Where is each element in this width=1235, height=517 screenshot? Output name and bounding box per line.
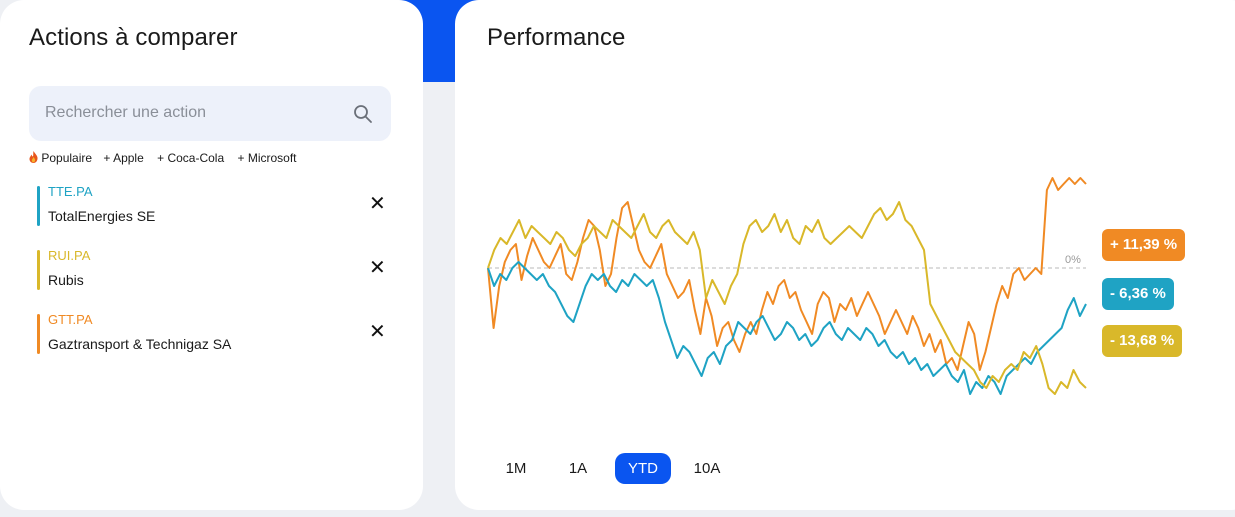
compare-title: Actions à comparer xyxy=(29,24,238,51)
series-color-bar xyxy=(37,250,40,290)
stock-ticker: GTT.PA xyxy=(48,312,93,327)
search-placeholder: Rechercher une action xyxy=(45,104,206,121)
series-color-bar xyxy=(37,314,40,354)
stock-ticker: TTE.PA xyxy=(48,184,93,199)
popular-label: Populaire xyxy=(41,151,93,165)
performance-title: Performance xyxy=(487,24,626,51)
close-icon[interactable]: ✕ xyxy=(369,193,386,215)
suggestions-row: Populaire + Apple + Coca-Cola + Microsof… xyxy=(29,151,307,165)
stock-name: Gaztransport & Technigaz SA xyxy=(48,336,232,352)
range-button-ytd[interactable]: YTD xyxy=(615,453,671,484)
close-icon[interactable]: ✕ xyxy=(369,321,386,343)
stock-name: TotalEnergies SE xyxy=(48,208,156,224)
compare-panel: Actions à comparer Rechercher une action… xyxy=(0,0,423,510)
stock-item-tte[interactable]: TTE.PA TotalEnergies SE ✕ xyxy=(37,184,397,228)
range-button-1a[interactable]: 1A xyxy=(568,460,588,477)
stock-item-gtt[interactable]: GTT.PA Gaztransport & Technigaz SA ✕ xyxy=(37,312,397,356)
stock-ticker: RUI.PA xyxy=(48,248,91,263)
range-button-1m[interactable]: 1M xyxy=(505,460,527,477)
performance-panel: Performance xyxy=(455,0,1235,510)
stock-item-rui[interactable]: RUI.PA Rubis ✕ xyxy=(37,248,397,292)
flame-icon xyxy=(29,151,38,165)
suggestion-apple[interactable]: + Apple xyxy=(103,151,144,165)
stock-name: Rubis xyxy=(48,272,84,288)
series-color-bar xyxy=(37,186,40,226)
suggestion-coca-cola[interactable]: + Coca-Cola xyxy=(157,151,225,165)
search-icon[interactable] xyxy=(353,104,373,124)
search-input[interactable]: Rechercher une action xyxy=(29,86,391,141)
close-icon[interactable]: ✕ xyxy=(369,257,386,279)
suggestion-microsoft[interactable]: + Microsoft xyxy=(237,151,297,165)
range-button-10a[interactable]: 10A xyxy=(693,460,721,477)
